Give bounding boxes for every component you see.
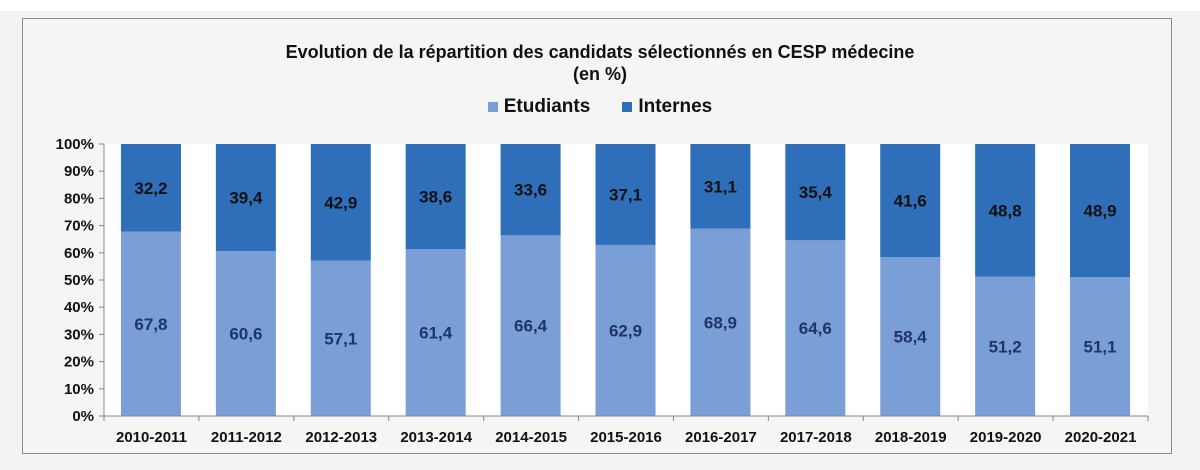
x-tick-label: 2019-2020 [970,429,1042,446]
y-tick-label: 60% [64,245,94,262]
x-tick-label: 2010-2011 [116,429,187,446]
bar-etudiants [595,244,656,416]
data-label: 58,4 [894,328,928,347]
y-tick-label: 30% [64,326,94,343]
data-label: 66,4 [514,317,548,336]
bar-internes [405,144,466,249]
bar-internes [785,144,846,241]
x-tick-label: 2018-2019 [875,429,947,446]
bar-etudiants [1070,277,1131,416]
x-tick-label: 2013-2014 [400,429,472,446]
y-tick-label: 80% [64,190,94,207]
x-tick-label: 2015-2016 [590,429,662,446]
y-tick-label: 100% [56,136,94,153]
x-tick-label: 2020-2021 [1065,429,1137,446]
data-label: 37,1 [609,185,642,204]
data-label: 64,6 [799,319,832,338]
data-label: 51,1 [1083,338,1116,357]
y-tick-label: 90% [64,163,94,180]
x-tick-label: 2012-2013 [305,429,377,446]
data-label: 67,8 [134,315,167,334]
chart-subtitle: (en %) [573,64,627,84]
bar-etudiants [310,260,371,416]
bar-internes [500,144,561,236]
bar-internes [880,144,941,258]
bar-internes [595,144,656,245]
legend-item-internes: Internes [622,96,712,118]
data-label: 38,6 [419,187,452,206]
legend-label: Internes [638,96,713,117]
data-label: 32,2 [134,179,167,198]
legend-swatch-etudiants [487,102,498,112]
bar-internes [215,144,276,252]
y-tick-label: 40% [64,299,94,316]
bar-etudiants [405,248,466,416]
bar-etudiants [975,276,1036,416]
y-tick-label: 70% [64,218,94,235]
bar-internes [690,144,751,229]
bar-etudiants [690,228,751,416]
data-label: 33,6 [514,181,547,200]
data-label: 35,4 [799,183,833,202]
data-label: 61,4 [419,323,453,342]
bar-etudiants [215,251,276,416]
legend-item-etudiants: Etudiants [487,96,591,118]
bar-internes [120,144,181,232]
legend-swatch-internes [622,102,633,112]
data-label: 42,9 [324,193,357,212]
bar-etudiants [880,257,941,416]
bar-etudiants [500,235,561,416]
data-label: 62,9 [609,321,642,340]
x-tick-label: 2016-2017 [685,429,757,446]
bar-etudiants [785,240,846,416]
y-tick-label: 10% [64,381,94,398]
bar-etudiants [120,231,181,416]
data-label: 51,2 [989,337,1022,356]
bar-internes [975,144,1036,277]
y-tick-label: 20% [64,354,94,371]
data-label: 57,1 [324,329,357,348]
bar-internes [1070,144,1131,278]
x-tick-label: 2014-2015 [495,429,567,446]
legend-label: Etudiants [503,96,591,117]
legend: Etudiants Internes [0,96,1200,118]
bar-internes [310,144,371,261]
x-tick-label: 2017-2018 [780,429,852,446]
data-label: 31,1 [704,177,737,196]
data-label: 48,9 [1083,202,1116,221]
data-label: 60,6 [229,325,262,344]
data-label: 39,4 [229,189,263,208]
data-label: 41,6 [894,192,927,211]
y-tick-label: 50% [64,272,94,289]
x-tick-label: 2011-2012 [211,429,282,446]
y-tick-label: 0% [72,408,94,425]
data-label: 48,8 [989,201,1022,220]
data-label: 68,9 [704,313,737,332]
chart-title: Evolution de la répartition des candidat… [285,42,915,62]
